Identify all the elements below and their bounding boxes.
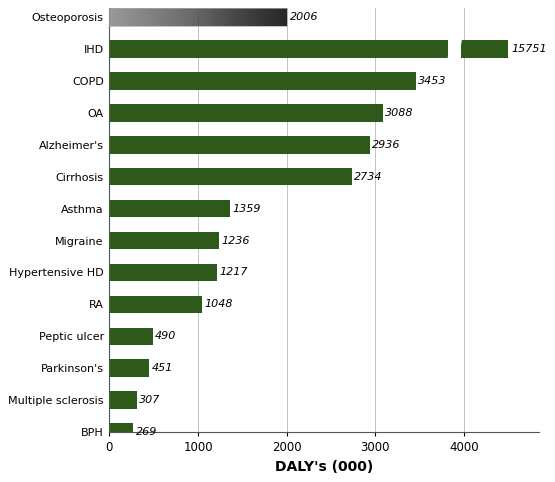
Bar <box>109 104 383 121</box>
Bar <box>109 295 203 313</box>
Bar <box>109 168 352 186</box>
Text: 2734: 2734 <box>354 172 382 182</box>
Text: 1236: 1236 <box>221 236 250 245</box>
Bar <box>109 72 416 90</box>
Text: 269: 269 <box>135 427 157 437</box>
Bar <box>109 136 370 154</box>
Text: 1048: 1048 <box>205 299 233 309</box>
Bar <box>448 40 461 59</box>
Bar <box>461 40 508 58</box>
Bar <box>109 8 287 26</box>
X-axis label: DALY's (000): DALY's (000) <box>275 460 374 474</box>
Bar <box>109 264 218 281</box>
Text: 1359: 1359 <box>232 203 261 214</box>
Bar <box>109 360 149 377</box>
Text: 2936: 2936 <box>372 140 400 150</box>
Text: 3088: 3088 <box>385 108 414 118</box>
Text: 451: 451 <box>152 363 173 373</box>
Bar <box>109 232 219 249</box>
Bar <box>109 200 230 217</box>
Text: 490: 490 <box>155 331 176 341</box>
Text: 2006: 2006 <box>290 12 318 22</box>
Bar <box>109 423 133 441</box>
Text: 307: 307 <box>139 395 160 405</box>
Bar <box>109 40 448 58</box>
Bar <box>109 391 137 409</box>
Bar <box>109 328 153 345</box>
Text: 3453: 3453 <box>418 76 446 86</box>
Text: 1217: 1217 <box>220 268 248 278</box>
Text: 15751: 15751 <box>511 44 547 54</box>
